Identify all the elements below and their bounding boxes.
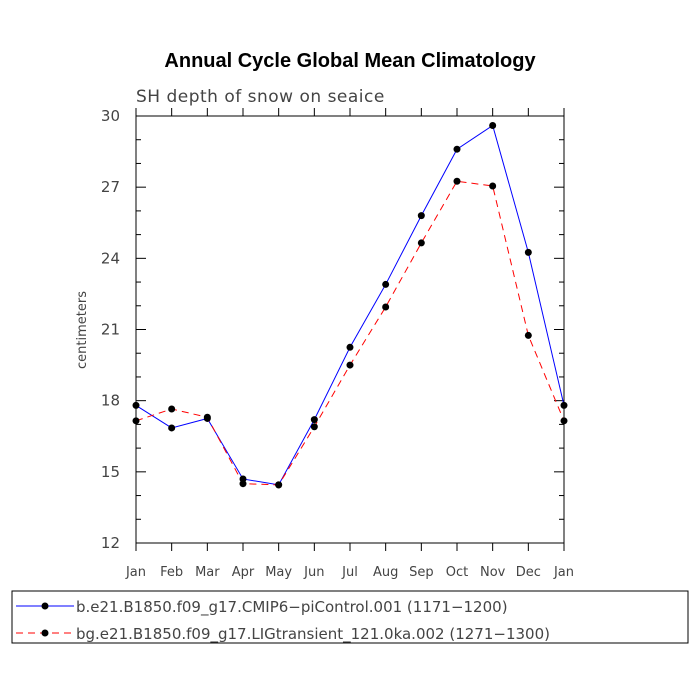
legend: b.e21.B1850.f09_g17.CMIP6−piControl.001 … xyxy=(11,590,689,644)
x-tick-labels: Jan Feb Mar Apr May Jun Jul Aug Sep Oct Nov Dec Jan xyxy=(125,565,574,580)
series-0-point xyxy=(489,121,497,129)
x-tick-label: May xyxy=(265,565,292,580)
series-0-point xyxy=(560,401,568,409)
legend-marker-0 xyxy=(41,602,49,610)
series-1-point xyxy=(310,423,318,431)
y-tick-label: 27 xyxy=(101,178,120,196)
series-1-point xyxy=(524,331,532,339)
y-tick-label: 18 xyxy=(101,392,120,410)
series-0-point xyxy=(453,145,461,153)
series-1-point xyxy=(203,413,211,421)
series-1-point xyxy=(453,177,461,185)
series-lines xyxy=(135,124,565,486)
x-tick-label: Apr xyxy=(232,565,255,580)
series-1-point xyxy=(132,417,140,425)
x-tick-label: Feb xyxy=(160,565,183,580)
series-1-point xyxy=(382,303,390,311)
series-1-point xyxy=(168,405,176,413)
x-tick-label: Jan xyxy=(553,565,574,580)
x-tick-label: Dec xyxy=(516,565,541,580)
x-tick-label: Nov xyxy=(480,565,506,580)
legend-box xyxy=(11,590,689,644)
x-tick-label: Mar xyxy=(195,565,220,580)
series-0-point xyxy=(346,343,354,351)
legend-entry-0: b.e21.B1850.f09_g17.CMIP6−piControl.001 … xyxy=(16,598,508,617)
series-0-point xyxy=(524,248,532,256)
series-0-point xyxy=(382,280,390,288)
series-1-point xyxy=(275,481,283,489)
series-0-point xyxy=(417,212,425,220)
y-tick-label: 30 xyxy=(101,107,120,125)
x-tick-label: Jan xyxy=(125,565,146,580)
plot-frame xyxy=(135,115,565,544)
series-markers xyxy=(132,121,568,489)
y-tick-label: 21 xyxy=(101,321,120,339)
y-axis-label: centimeters xyxy=(75,291,90,369)
chart-title: Annual Cycle Global Mean Climatology xyxy=(164,50,536,72)
series-1-point xyxy=(346,361,354,369)
y-tick-label: 24 xyxy=(101,249,120,267)
legend-label-0: b.e21.B1850.f09_g17.CMIP6−piControl.001 … xyxy=(76,598,508,617)
series-line-0 xyxy=(135,124,565,486)
series-0-point xyxy=(168,424,176,432)
series-1-point xyxy=(489,182,497,190)
axis-ticks xyxy=(135,108,565,551)
series-0-point xyxy=(132,401,140,409)
series-0-point xyxy=(310,416,318,424)
legend-marker-1 xyxy=(41,629,49,637)
series-1-point xyxy=(239,480,247,488)
series-1-point xyxy=(417,239,425,247)
x-tick-label: Jun xyxy=(303,565,324,580)
series-1-point xyxy=(560,417,568,425)
legend-label-1: bg.e21.B1850.f09_g17.LIGtransient_121.0k… xyxy=(76,625,550,644)
y-tick-label: 15 xyxy=(101,463,120,481)
legend-entry-1: bg.e21.B1850.f09_g17.LIGtransient_121.0k… xyxy=(16,625,550,644)
series-line-1 xyxy=(135,180,565,486)
x-tick-label: Jul xyxy=(341,565,358,580)
x-tick-label: Aug xyxy=(373,565,398,580)
x-tick-label: Sep xyxy=(409,565,434,580)
y-tick-label: 12 xyxy=(101,534,120,552)
y-tick-labels: 12 15 18 21 24 27 30 xyxy=(101,107,120,552)
x-tick-label: Oct xyxy=(446,565,468,580)
chart-subtitle: SH depth of snow on seaice xyxy=(136,87,385,107)
